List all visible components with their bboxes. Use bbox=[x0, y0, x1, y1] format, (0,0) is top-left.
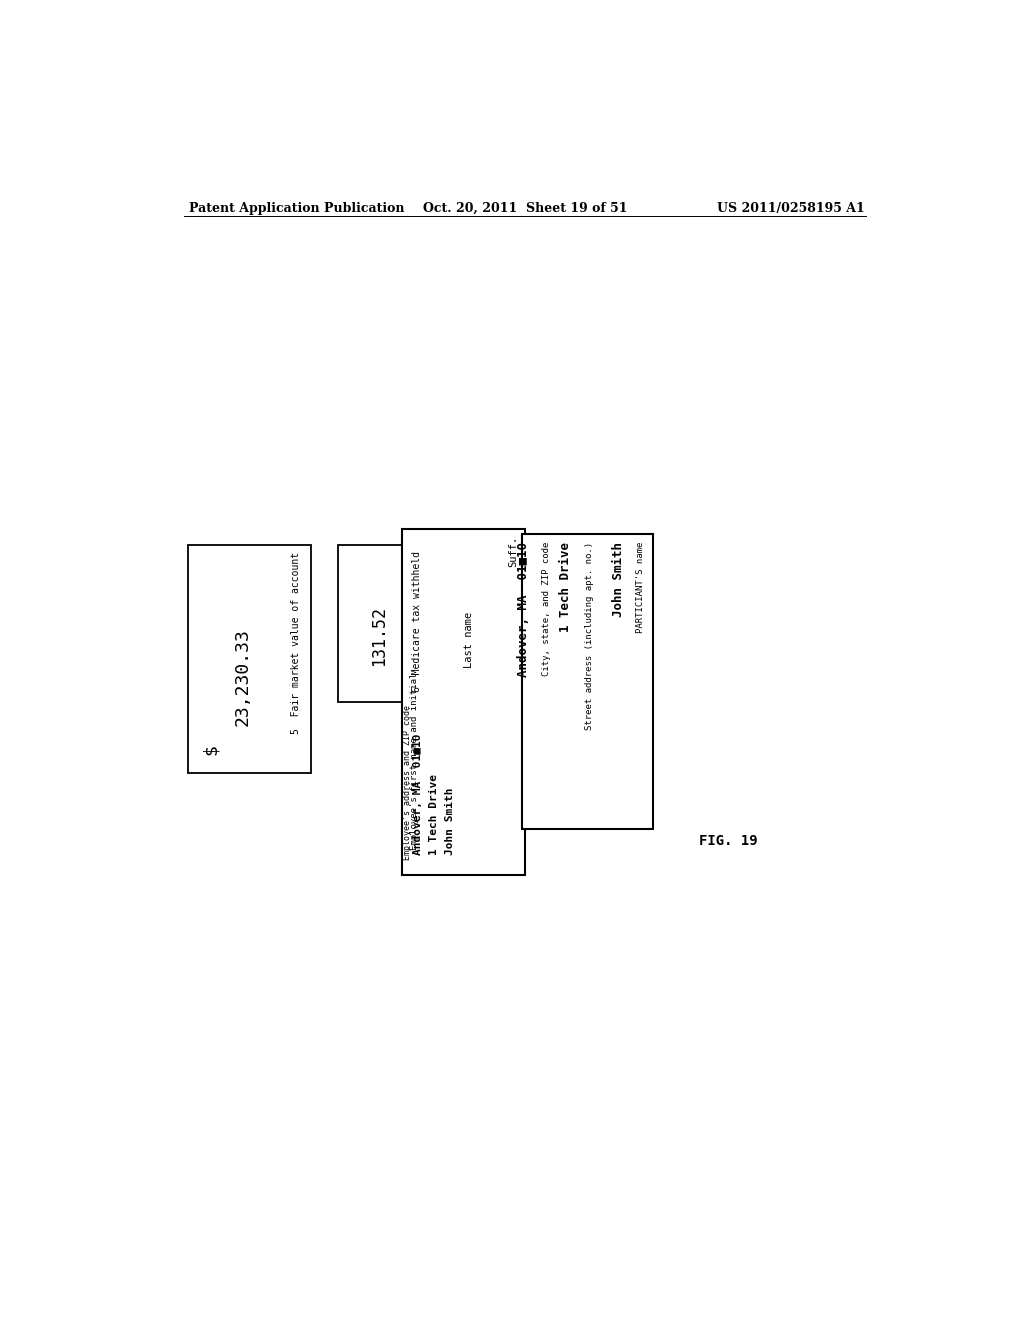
Text: City, state, and ZIP code: City, state, and ZIP code bbox=[543, 541, 551, 676]
Text: Oct. 20, 2011  Sheet 19 of 51: Oct. 20, 2011 Sheet 19 of 51 bbox=[423, 202, 627, 215]
Text: 131.52: 131.52 bbox=[371, 606, 388, 667]
Text: Employee's first name and initial: Employee's first name and initial bbox=[410, 672, 419, 850]
Text: Andover, MA  01■10: Andover, MA 01■10 bbox=[413, 733, 423, 854]
Text: John Smith: John Smith bbox=[611, 541, 625, 616]
Text: John Smith: John Smith bbox=[444, 787, 455, 854]
Bar bbox=[401, 529, 524, 875]
Bar bbox=[187, 545, 310, 774]
Text: $: $ bbox=[202, 744, 220, 755]
Text: 6  Medicare tax withheld: 6 Medicare tax withheld bbox=[412, 550, 422, 692]
Text: Employee's address and ZIP code: Employee's address and ZIP code bbox=[403, 705, 412, 859]
Text: 23,230.33: 23,230.33 bbox=[233, 628, 252, 726]
Text: US 2011/0258195 A1: US 2011/0258195 A1 bbox=[717, 202, 864, 215]
Bar bbox=[522, 535, 653, 829]
Text: Street address (including apt. no.): Street address (including apt. no.) bbox=[586, 541, 595, 730]
Text: FIG. 19: FIG. 19 bbox=[699, 834, 758, 849]
Text: Patent Application Publication: Patent Application Publication bbox=[189, 202, 404, 215]
Bar bbox=[338, 545, 430, 702]
Text: Suff.: Suff. bbox=[509, 536, 518, 566]
Text: 1 Tech Drive: 1 Tech Drive bbox=[559, 541, 572, 631]
Text: 5  Fair market value of account: 5 Fair market value of account bbox=[291, 552, 301, 734]
Text: Andover, MA  01■10: Andover, MA 01■10 bbox=[517, 541, 530, 677]
Text: 1 Tech Drive: 1 Tech Drive bbox=[429, 774, 439, 854]
Text: Last name: Last name bbox=[465, 612, 474, 668]
Text: PARTICIANT'S name: PARTICIANT'S name bbox=[637, 541, 645, 634]
